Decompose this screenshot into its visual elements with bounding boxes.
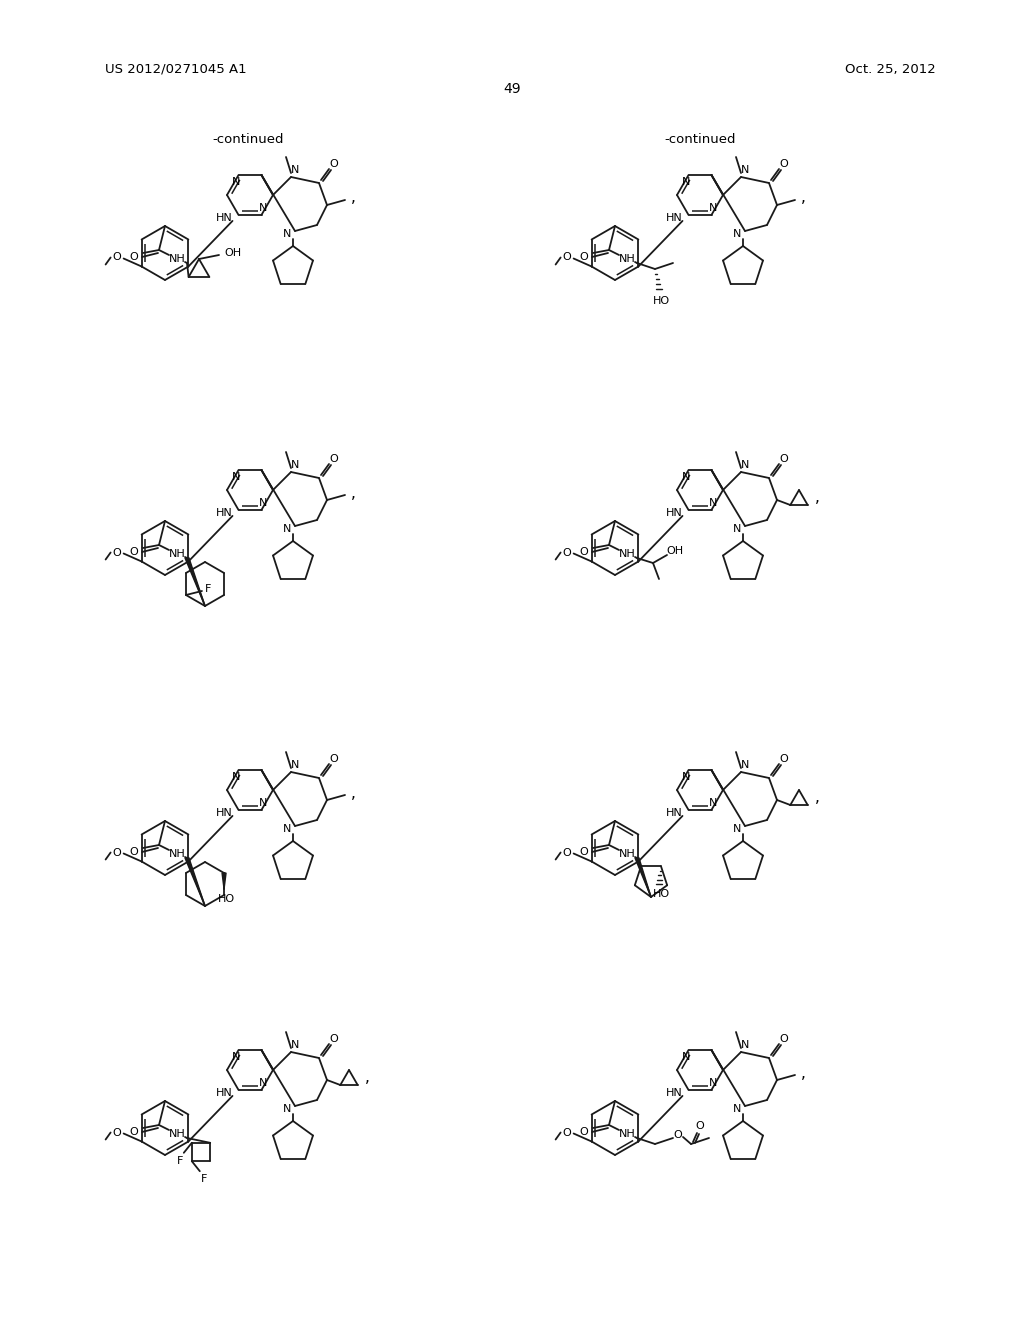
Text: N: N xyxy=(740,1040,750,1049)
Text: O: O xyxy=(113,1127,121,1138)
Text: ,: , xyxy=(801,190,806,206)
Polygon shape xyxy=(635,858,651,898)
Text: F: F xyxy=(176,1156,183,1166)
Text: NH: NH xyxy=(618,849,635,859)
Text: ,: , xyxy=(350,190,355,206)
Text: HN: HN xyxy=(667,1088,683,1098)
Text: N: N xyxy=(259,797,267,808)
Text: O: O xyxy=(695,1121,705,1131)
Text: O: O xyxy=(580,847,589,857)
Text: O: O xyxy=(779,454,788,465)
Text: OH: OH xyxy=(667,546,684,556)
Text: N: N xyxy=(291,165,299,176)
Text: O: O xyxy=(674,1130,682,1140)
Text: OH: OH xyxy=(224,248,242,257)
Text: N: N xyxy=(232,772,241,781)
Text: N: N xyxy=(232,473,241,482)
Text: NH: NH xyxy=(618,549,635,558)
Text: O: O xyxy=(580,1127,589,1137)
Text: O: O xyxy=(113,252,121,263)
Text: NH: NH xyxy=(618,1129,635,1139)
Text: N: N xyxy=(710,203,718,213)
Text: HN: HN xyxy=(216,213,232,223)
Text: N: N xyxy=(682,1052,690,1063)
Text: N: N xyxy=(291,459,299,470)
Text: NH: NH xyxy=(618,253,635,264)
Text: O: O xyxy=(130,546,138,557)
Text: O: O xyxy=(580,252,589,261)
Polygon shape xyxy=(222,873,226,888)
Text: N: N xyxy=(740,165,750,176)
Text: O: O xyxy=(562,1127,571,1138)
Text: NH: NH xyxy=(169,1129,185,1139)
Text: NH: NH xyxy=(169,849,185,859)
Text: O: O xyxy=(130,1127,138,1137)
Text: HN: HN xyxy=(667,808,683,818)
Text: 49: 49 xyxy=(503,82,521,96)
Text: -continued: -continued xyxy=(665,133,736,147)
Polygon shape xyxy=(185,558,205,606)
Text: HO: HO xyxy=(652,296,670,306)
Text: HN: HN xyxy=(216,508,232,517)
Text: N: N xyxy=(682,473,690,482)
Text: N: N xyxy=(733,228,741,239)
Text: N: N xyxy=(232,1052,241,1063)
Text: N: N xyxy=(740,459,750,470)
Text: O: O xyxy=(330,158,338,169)
Text: O: O xyxy=(113,847,121,858)
Text: N: N xyxy=(733,524,741,535)
Text: N: N xyxy=(733,824,741,834)
Text: N: N xyxy=(682,772,690,781)
Text: O: O xyxy=(779,754,788,764)
Text: O: O xyxy=(779,158,788,169)
Text: O: O xyxy=(113,548,121,557)
Text: N: N xyxy=(283,524,291,535)
Text: US 2012/0271045 A1: US 2012/0271045 A1 xyxy=(105,63,247,77)
Text: N: N xyxy=(710,1078,718,1088)
Text: O: O xyxy=(330,454,338,465)
Text: O: O xyxy=(330,754,338,764)
Text: ,: , xyxy=(814,490,819,504)
Text: HO: HO xyxy=(217,894,234,904)
Text: N: N xyxy=(710,498,718,508)
Text: N: N xyxy=(710,797,718,808)
Text: N: N xyxy=(259,1078,267,1088)
Text: ,: , xyxy=(814,789,819,804)
Text: NH: NH xyxy=(169,253,185,264)
Text: N: N xyxy=(283,1104,291,1114)
Text: F: F xyxy=(205,583,211,594)
Text: ,: , xyxy=(350,486,355,500)
Text: N: N xyxy=(291,1040,299,1049)
Text: O: O xyxy=(562,847,571,858)
Text: -continued: -continued xyxy=(212,133,284,147)
Text: O: O xyxy=(330,1034,338,1044)
Text: HN: HN xyxy=(216,808,232,818)
Text: O: O xyxy=(580,546,589,557)
Text: O: O xyxy=(130,847,138,857)
Text: N: N xyxy=(259,498,267,508)
Text: N: N xyxy=(259,203,267,213)
Text: ,: , xyxy=(365,1069,370,1085)
Text: O: O xyxy=(779,1034,788,1044)
Text: HN: HN xyxy=(667,213,683,223)
Text: HN: HN xyxy=(216,1088,232,1098)
Text: HO: HO xyxy=(652,890,670,899)
Text: N: N xyxy=(733,1104,741,1114)
Text: Oct. 25, 2012: Oct. 25, 2012 xyxy=(845,63,936,77)
Text: N: N xyxy=(291,760,299,770)
Text: F: F xyxy=(201,1175,207,1184)
Polygon shape xyxy=(185,858,205,906)
Text: N: N xyxy=(283,228,291,239)
Text: N: N xyxy=(740,760,750,770)
Text: N: N xyxy=(283,824,291,834)
Text: HN: HN xyxy=(667,508,683,517)
Text: O: O xyxy=(562,548,571,557)
Text: ,: , xyxy=(801,1065,806,1081)
Text: O: O xyxy=(130,252,138,261)
Text: N: N xyxy=(682,177,690,187)
Text: ,: , xyxy=(350,785,355,800)
Text: N: N xyxy=(232,177,241,187)
Text: O: O xyxy=(562,252,571,263)
Text: NH: NH xyxy=(169,549,185,558)
